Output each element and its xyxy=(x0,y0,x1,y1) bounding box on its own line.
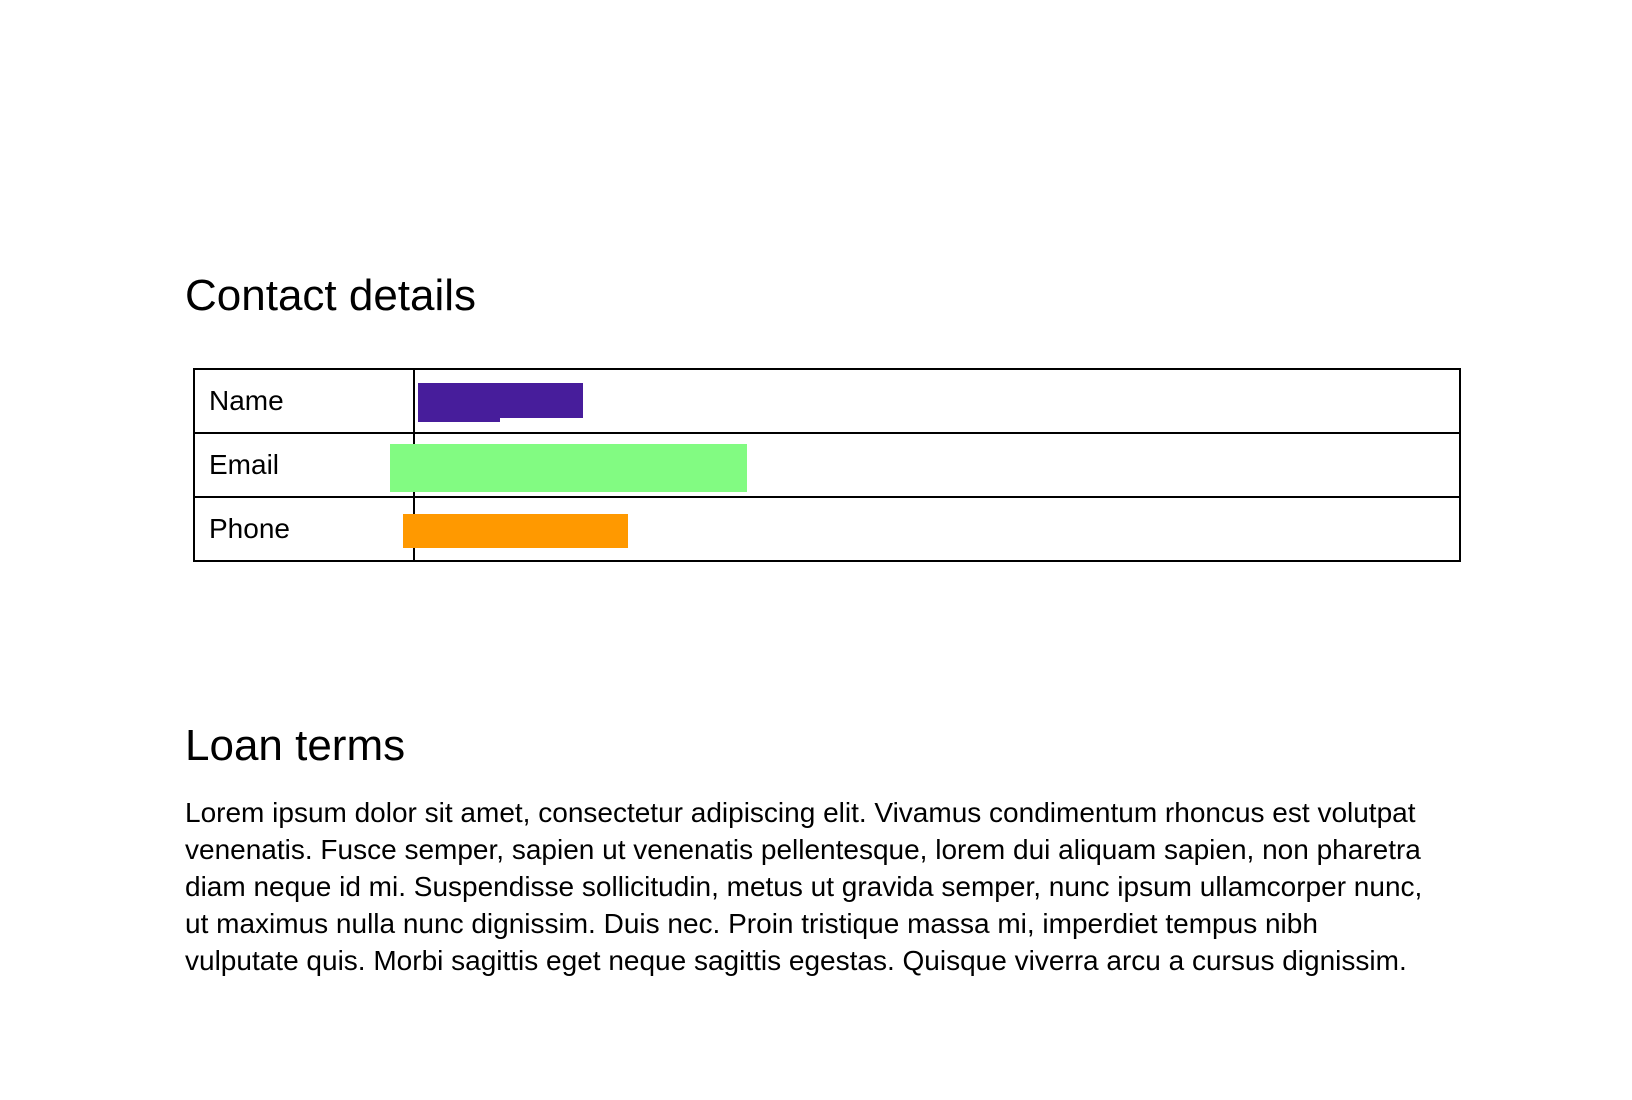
redacted-name-value xyxy=(418,383,583,422)
phone-label: Phone xyxy=(193,496,415,562)
name-label: Name xyxy=(193,368,415,434)
table-row-name: Name xyxy=(193,368,1461,434)
contact-details-heading: Contact details xyxy=(185,271,477,321)
table-row-phone: Phone xyxy=(193,496,1461,562)
redacted-phone-value xyxy=(403,514,628,548)
contact-details-table: Name Email Phone xyxy=(193,368,1461,562)
loan-terms-heading: Loan terms xyxy=(185,721,406,771)
name-value-cell xyxy=(413,368,1461,434)
loan-terms-paragraph: Lorem ipsum dolor sit amet, consectetur … xyxy=(185,797,1423,976)
table-row-email: Email xyxy=(193,432,1461,498)
redacted-email-value xyxy=(390,444,747,492)
email-label: Email xyxy=(193,432,415,498)
